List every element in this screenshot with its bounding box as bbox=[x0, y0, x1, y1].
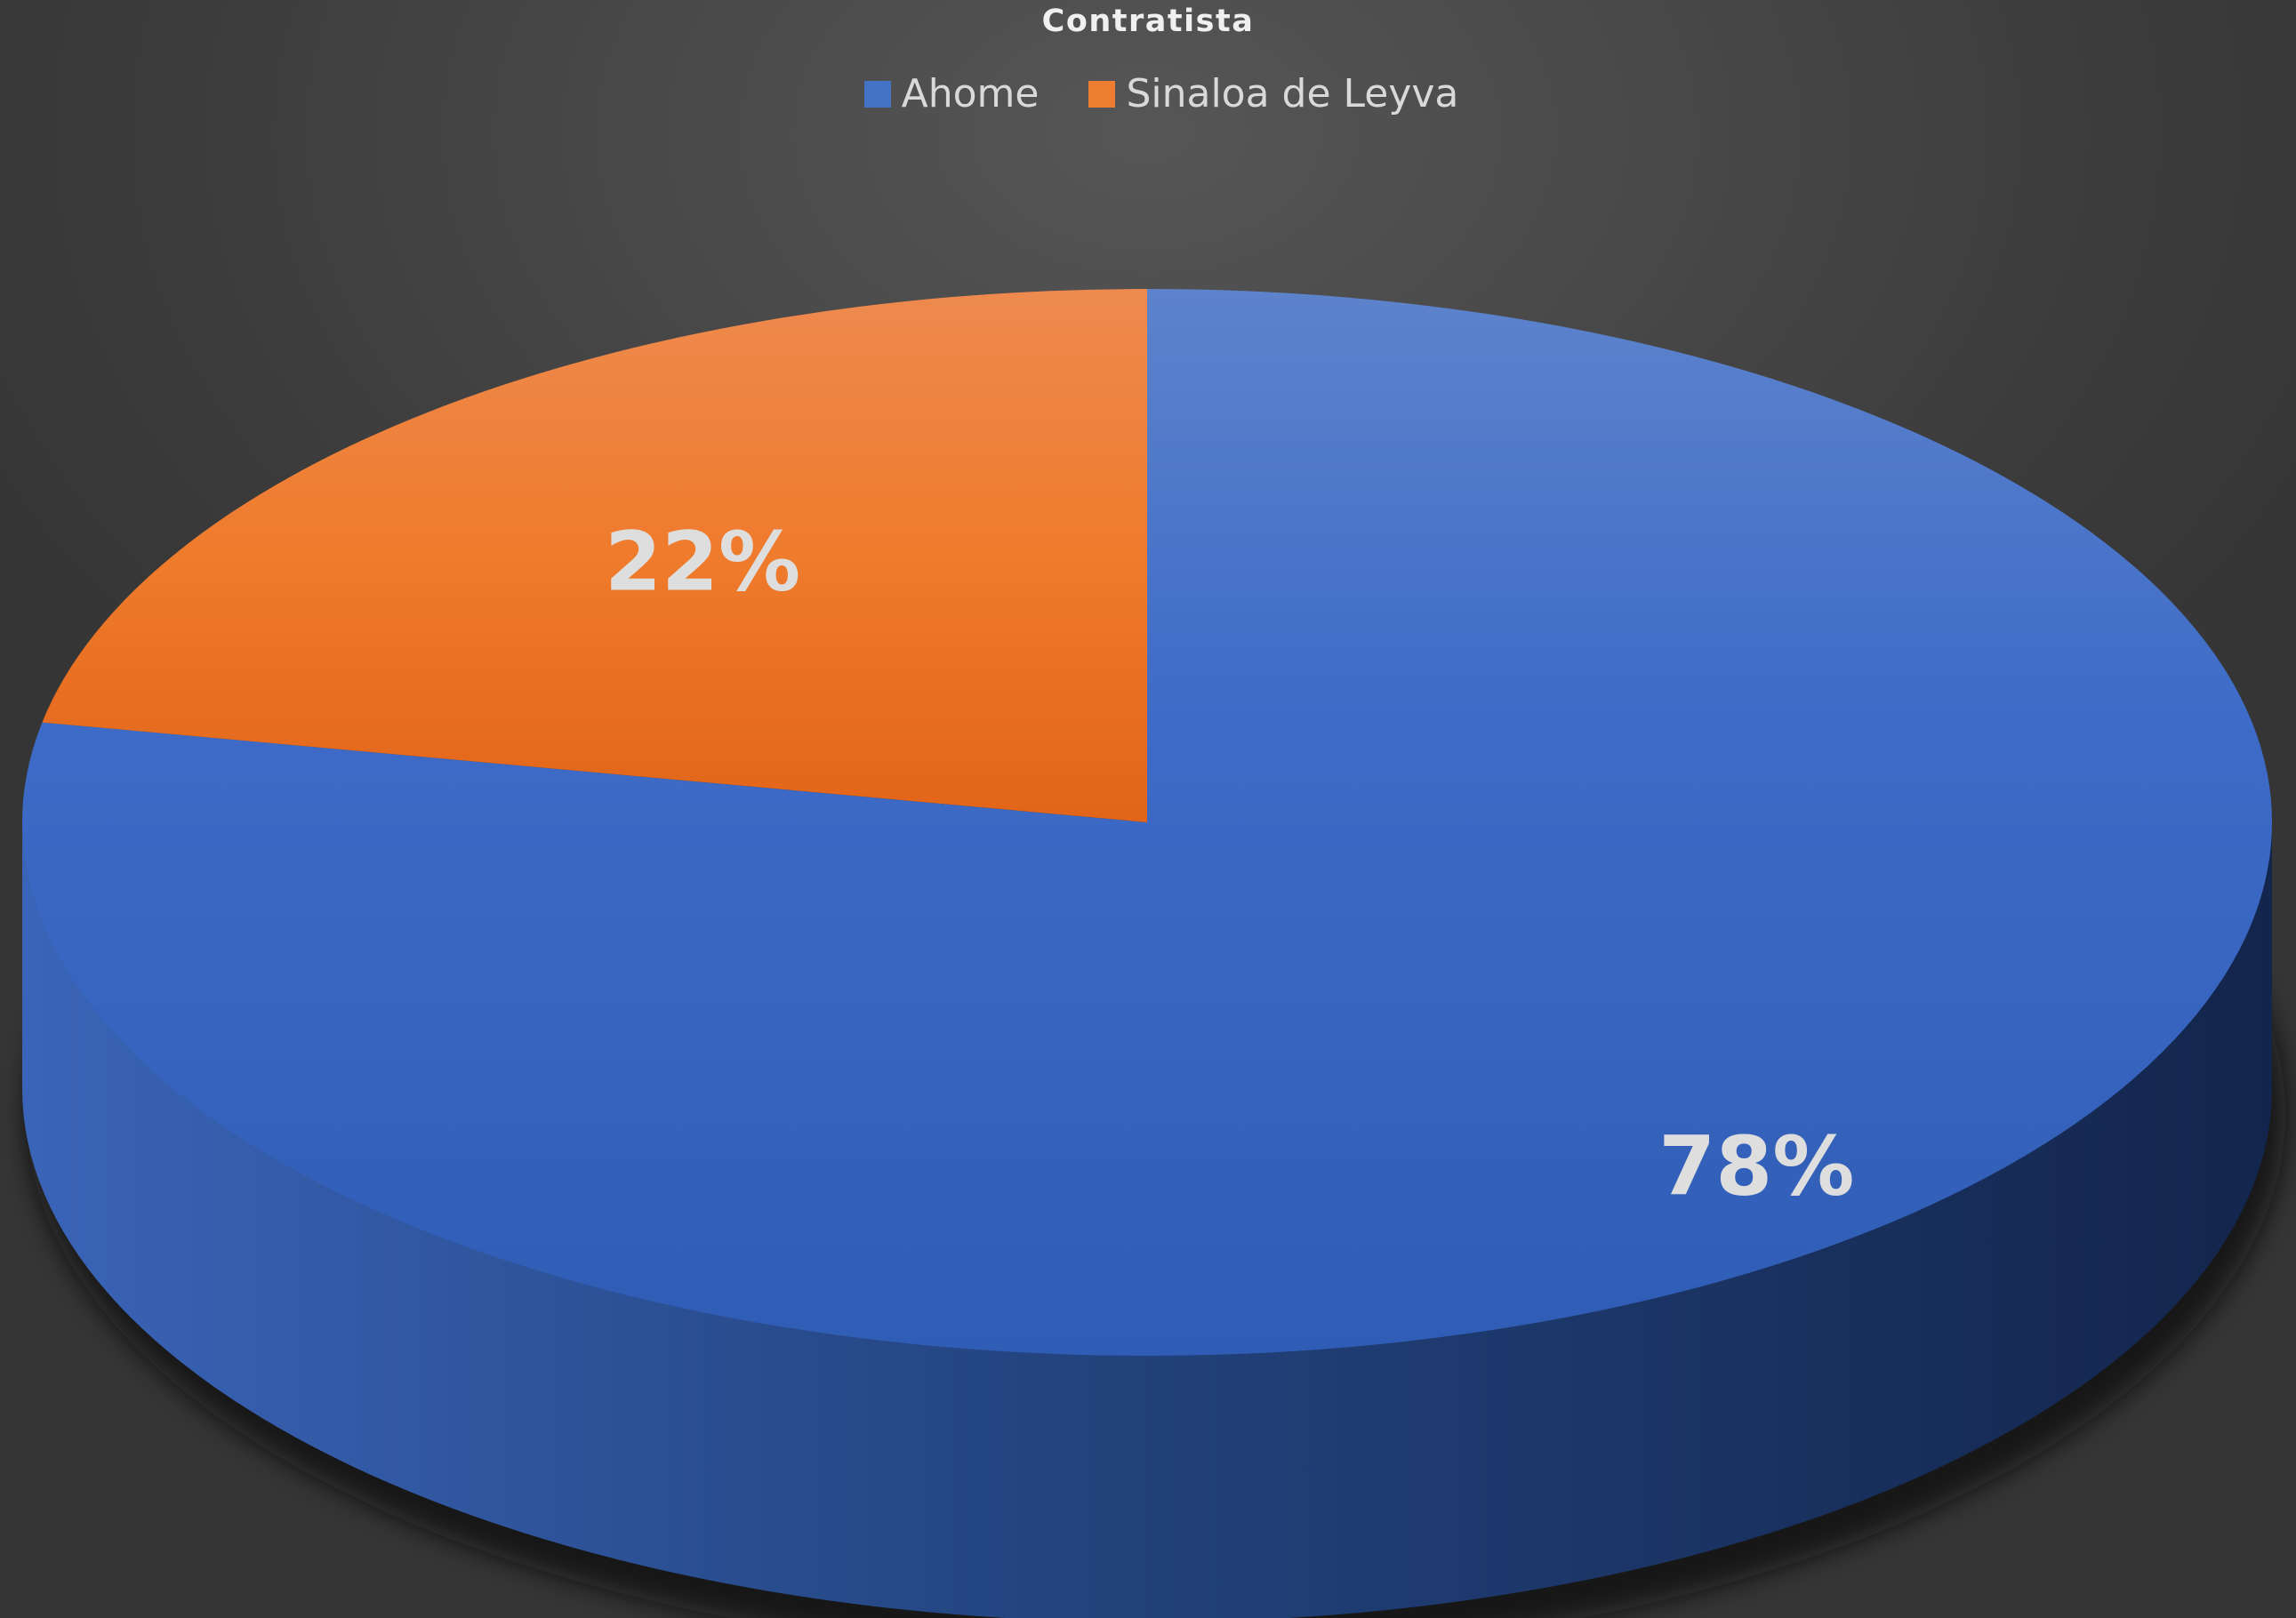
legend-label-sinaloa-de-leyva: Sinaloa de Leyva bbox=[1126, 71, 1459, 116]
data-label-ahome: 78% bbox=[1658, 1118, 1854, 1214]
legend: Ahome Sinaloa de Leyva bbox=[0, 71, 2296, 116]
legend-label-ahome: Ahome bbox=[901, 71, 1040, 116]
legend-item-ahome: Ahome bbox=[863, 71, 1040, 116]
pie-slice-sinaloa-de-leyva bbox=[42, 289, 1148, 822]
legend-swatch-sinaloa-de-leyva bbox=[1088, 80, 1116, 108]
chart-title: Contratista bbox=[1041, 4, 1255, 39]
pie-slice-ahome bbox=[22, 289, 2273, 1357]
pie-top bbox=[22, 289, 2273, 1357]
legend-swatch-ahome bbox=[863, 80, 891, 108]
pie-side bbox=[22, 822, 2272, 1618]
pie-side-wall-ahome bbox=[22, 822, 2272, 1618]
legend-item-sinaloa-de-leyva: Sinaloa de Leyva bbox=[1088, 71, 1458, 116]
data-labels: 78% 22% bbox=[605, 515, 1855, 1214]
data-label-sinaloa-de-leyva: 22% bbox=[605, 515, 800, 610]
